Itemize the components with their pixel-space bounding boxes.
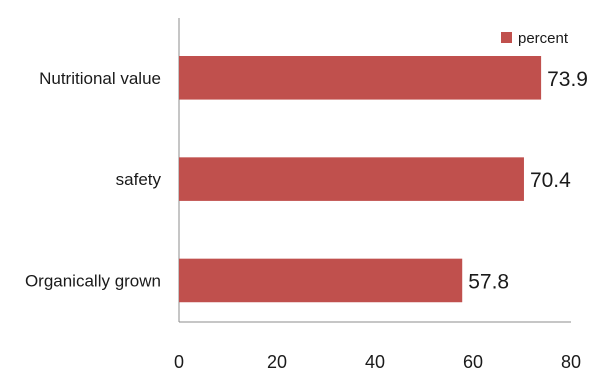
x-tick-labels: 0 20 40 60 80 [174, 352, 581, 372]
x-tick-label: 40 [365, 352, 385, 372]
legend-swatch [501, 32, 512, 43]
bars [179, 56, 542, 303]
data-label: 70.4 [530, 169, 571, 192]
x-tick-label: 20 [267, 352, 287, 372]
legend: percent [501, 30, 569, 47]
data-label: 57.8 [468, 270, 509, 293]
x-tick-label: 0 [174, 352, 184, 372]
bar [179, 258, 463, 303]
legend-label: percent [518, 30, 569, 47]
category-labels: Nutritional value safety Organically grown [25, 69, 162, 291]
bar [179, 157, 524, 201]
category-label: Nutritional value [39, 69, 161, 88]
data-label: 73.9 [547, 68, 588, 91]
bar [179, 56, 542, 100]
data-labels: 73.9 70.4 57.8 [468, 68, 588, 294]
category-label: Organically grown [25, 271, 161, 290]
x-tick-label: 60 [463, 352, 483, 372]
category-label: safety [116, 170, 162, 189]
x-tick-label: 80 [561, 352, 581, 372]
